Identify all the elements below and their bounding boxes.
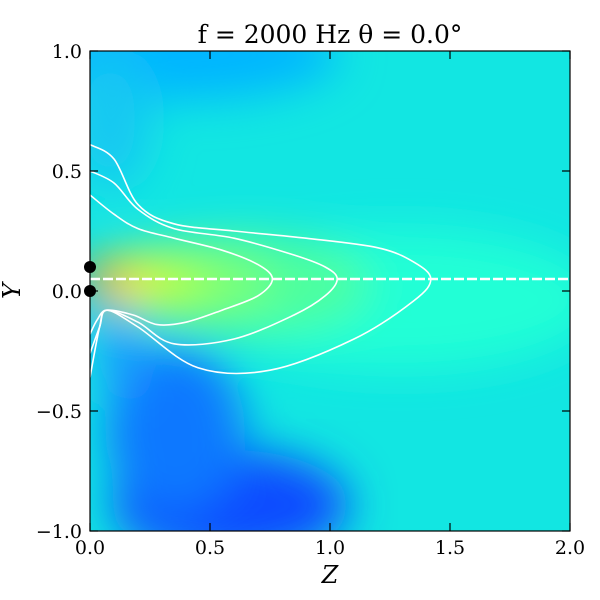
- heatmap-field: [90, 51, 570, 531]
- contour-line-3: [90, 194, 274, 335]
- y-tick-label: 0.0: [52, 281, 82, 303]
- y-tick-label: 1.0: [52, 41, 82, 63]
- x-tick-label: 0.0: [75, 537, 105, 559]
- y-tick-label: 0.5: [52, 161, 82, 183]
- x-tick-label: 1.5: [435, 537, 465, 559]
- contour-line-2: [90, 170, 339, 354]
- x-axis-label: Z: [321, 561, 340, 589]
- y-tick-label: −1.0: [36, 521, 82, 543]
- axis-ticks: 0.0 0.5 1.0 1.5 2.0 1.0 0.5 0.0 −0.5 −1.0: [36, 41, 585, 559]
- x-tick-label: 0.5: [195, 537, 225, 559]
- x-tick-label: 1.0: [315, 537, 345, 559]
- x-tick-label: 2.0: [555, 537, 585, 559]
- chart-title: f = 2000 Hz θ = 0.0°: [198, 20, 463, 49]
- y-tick-label: −0.5: [36, 401, 82, 423]
- y-axis-label: Y: [0, 281, 26, 299]
